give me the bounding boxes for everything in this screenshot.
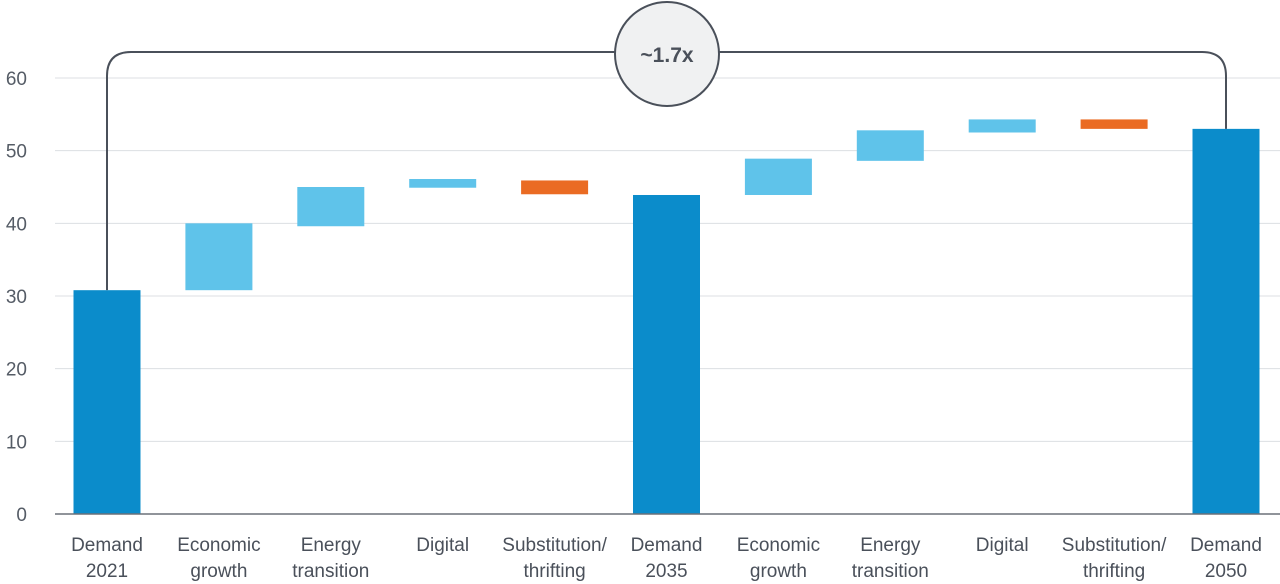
bar-total bbox=[1192, 128, 1260, 514]
x-category-label: Economic bbox=[177, 535, 260, 556]
y-tick-label: 40 bbox=[6, 214, 27, 235]
bars bbox=[73, 119, 1260, 514]
y-tick-label: 50 bbox=[6, 142, 27, 163]
y-tick-label: 10 bbox=[6, 432, 27, 453]
bar-increase bbox=[297, 187, 365, 227]
x-category-label: Demand bbox=[1190, 535, 1262, 556]
x-category-label: Demand bbox=[631, 535, 703, 556]
x-category-label: thrifting bbox=[523, 561, 585, 582]
growth-annotation: ~1.7x bbox=[106, 1, 1227, 291]
x-axis-category-labels: Demand 2021 Economic growth Energy transition… bbox=[71, 535, 1262, 582]
x-category-label: transition bbox=[292, 561, 369, 582]
x-category-label: thrifting bbox=[1083, 561, 1145, 582]
bar-total bbox=[633, 194, 700, 514]
x-category-label: Substitution/ bbox=[502, 535, 607, 556]
growth-multiplier-label: ~1.7x bbox=[640, 44, 693, 67]
y-axis-tick-labels: 0 10 20 30 40 50 60 bbox=[6, 69, 27, 526]
y-tick-label: 60 bbox=[6, 69, 27, 90]
x-category-label: Digital bbox=[416, 535, 469, 556]
growth-multiplier-badge bbox=[614, 1, 720, 107]
x-category-label: Demand bbox=[71, 535, 143, 556]
bar-increase bbox=[744, 158, 812, 195]
x-category-label: growth bbox=[750, 561, 807, 582]
bar-total bbox=[73, 290, 141, 514]
x-category-label: Digital bbox=[976, 535, 1029, 556]
x-category-label: 2021 bbox=[86, 561, 128, 582]
x-category-label: growth bbox=[190, 561, 247, 582]
bar-decrease bbox=[1080, 119, 1148, 129]
x-category-label: Energy bbox=[301, 535, 362, 556]
x-category-label: Energy bbox=[860, 535, 921, 556]
bar-increase bbox=[409, 179, 477, 188]
y-tick-label: 0 bbox=[16, 505, 27, 526]
x-category-label: 2035 bbox=[645, 561, 687, 582]
x-category-label: transition bbox=[852, 561, 929, 582]
bar-increase bbox=[185, 223, 253, 291]
x-category-label: Economic bbox=[737, 535, 820, 556]
x-category-label: Substitution/ bbox=[1062, 535, 1167, 556]
y-tick-label: 20 bbox=[6, 360, 27, 381]
bar-increase bbox=[856, 130, 924, 161]
y-tick-label: 30 bbox=[6, 287, 27, 308]
x-category-label: 2050 bbox=[1205, 561, 1247, 582]
bar-decrease bbox=[521, 180, 589, 195]
bar-increase bbox=[968, 119, 1036, 133]
